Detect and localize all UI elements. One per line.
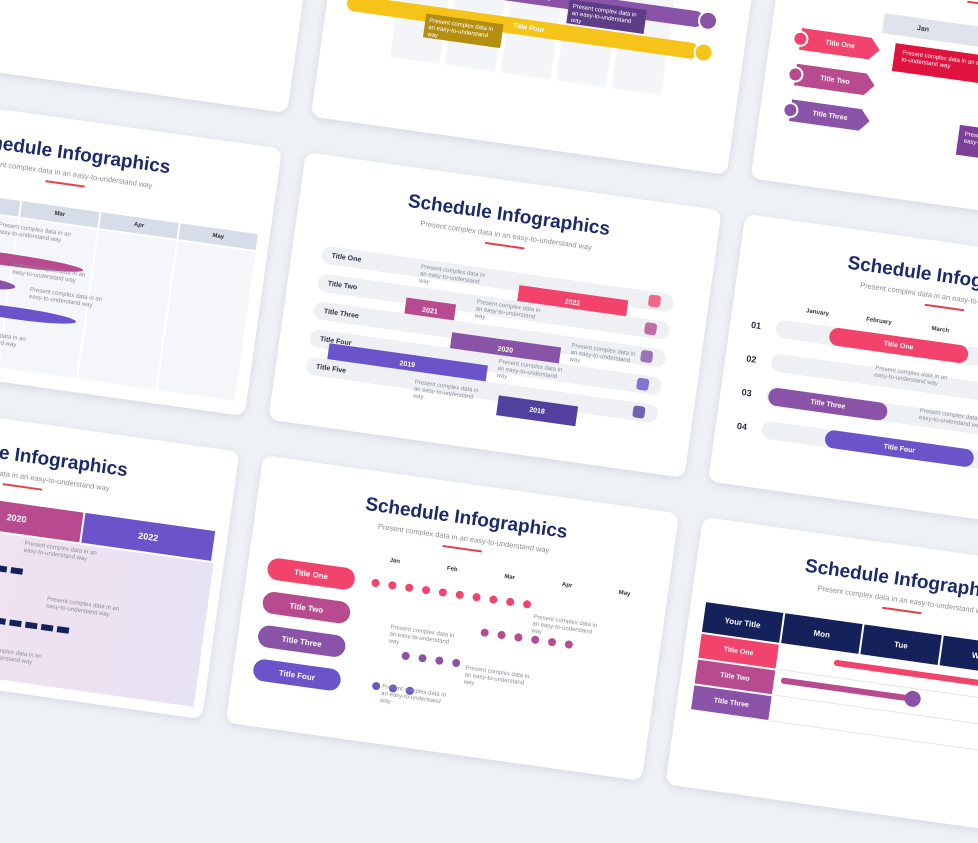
title-underline (967, 1, 978, 9)
dot (452, 658, 461, 667)
dot (497, 631, 506, 640)
dot (372, 682, 381, 691)
row-pill: Title Three (257, 624, 347, 658)
dot (401, 651, 410, 660)
title-underline (442, 545, 482, 553)
column-header: Mar (484, 567, 535, 588)
dot (438, 588, 447, 597)
row-label: Title One (330, 247, 392, 273)
title-underline (3, 483, 43, 491)
dot (548, 638, 557, 647)
dot (455, 590, 464, 599)
dot (435, 656, 444, 665)
title-underline (882, 607, 922, 615)
row-line (770, 720, 978, 766)
column-header: May (599, 583, 650, 604)
column-header: Feb (0, 190, 20, 217)
row-number: 04 (729, 416, 755, 437)
row-line (774, 695, 978, 741)
column-header: Feb (426, 559, 477, 580)
note: Present complex data in an easy-to-under… (463, 665, 535, 696)
row-icon (644, 322, 658, 336)
row-icon (640, 350, 654, 364)
task-bar: Title Three (767, 387, 888, 422)
column-header: March (910, 320, 971, 340)
title-underline (485, 242, 525, 250)
note: Present complex data in an easy-to-under… (388, 625, 460, 656)
column-header: February (848, 311, 909, 331)
note-box: Present complex data in an easy-to-under… (892, 43, 978, 86)
row-pill: Title Two (261, 591, 351, 625)
dot (388, 581, 397, 590)
dot (514, 633, 523, 642)
row-icon (692, 41, 715, 64)
row-number: 01 (743, 315, 769, 336)
column-header: Jan (892, 15, 954, 43)
row-icon (636, 377, 650, 391)
note: Present complex data in an easy-to-under… (380, 684, 452, 715)
page: Title Two Present complex data in an easy… (0, 0, 978, 652)
row-pill: Title One (266, 557, 356, 591)
row-number: 02 (738, 349, 764, 370)
column-header: Tue (860, 624, 941, 665)
row-tag: Title Three (789, 99, 871, 132)
dot (564, 640, 573, 649)
column-header: January (787, 303, 848, 323)
task-icon (904, 690, 922, 708)
note: Present complex data in an easy-to-under… (963, 132, 978, 157)
row-number: 03 (733, 382, 759, 403)
column-header: Wed (940, 636, 978, 677)
dot (489, 595, 498, 604)
dot (422, 586, 431, 595)
title-underline (924, 304, 964, 312)
dash (0, 565, 7, 573)
dot (472, 593, 481, 602)
dot (480, 628, 489, 637)
row-pill: Title Four (252, 658, 342, 692)
dash (0, 617, 6, 625)
row-label: Title Three (323, 302, 385, 328)
slide-title: Schedule Infographics (782, 0, 978, 15)
row-tag: Title Two (794, 64, 876, 97)
dot (523, 600, 532, 609)
row-tag: Title One (799, 28, 881, 61)
slide-thumbnail: Schedule Infographics Present complex dat… (751, 0, 978, 237)
column-header: Jan (369, 551, 420, 572)
dot (506, 597, 515, 606)
row-icon (632, 405, 646, 419)
note-box: Present complex data in an easy-to-under… (956, 125, 978, 167)
dot (371, 578, 380, 587)
row-icon (648, 294, 662, 308)
title-underline (45, 180, 85, 188)
dot (405, 583, 414, 592)
column-header: Mon (781, 613, 862, 654)
dot (418, 654, 427, 663)
row-label: Title Two (327, 275, 389, 301)
column-header: Apr (541, 575, 592, 596)
note: Present complex data in an easy-to-under… (901, 50, 978, 77)
row-icon (697, 9, 720, 32)
dot (531, 635, 540, 644)
task-bar: Title Four (824, 429, 975, 468)
